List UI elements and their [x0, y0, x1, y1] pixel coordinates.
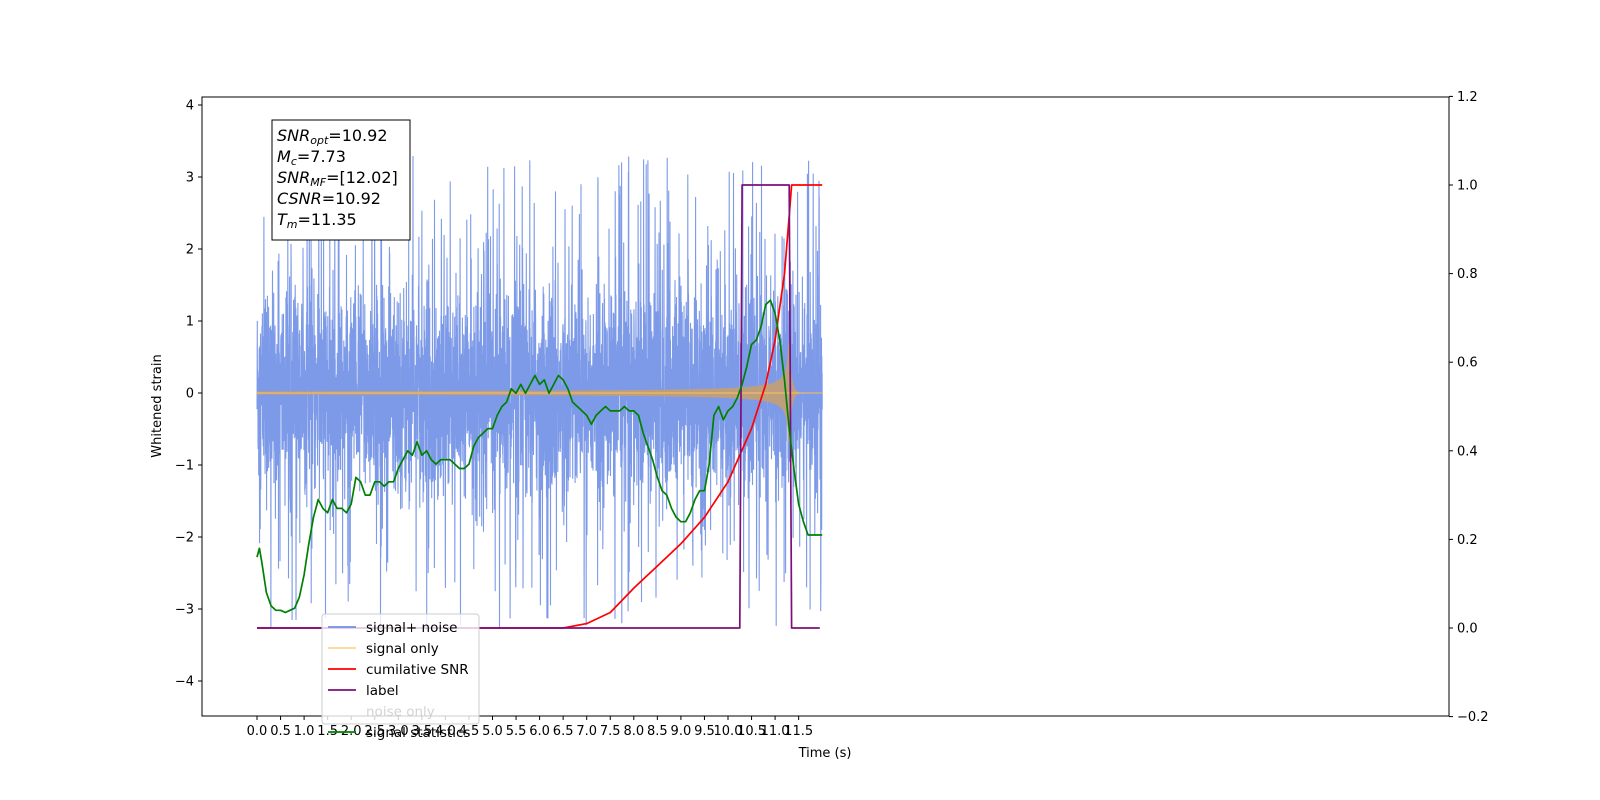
- y-tick-label: 0: [186, 387, 194, 402]
- x-tick-label: 0.0: [247, 724, 268, 739]
- x-tick-label: 9.0: [671, 724, 692, 739]
- y2-tick-label: 1.0: [1457, 179, 1478, 194]
- x-tick-label: 4.0: [435, 724, 456, 739]
- x-tick-label: 9.5: [694, 724, 715, 739]
- x-tick-label: 6.0: [529, 724, 550, 739]
- legend-frame: [321, 613, 480, 725]
- x-tick-label: 11.5: [784, 724, 813, 739]
- x-tick-label: 5.5: [506, 724, 527, 739]
- info-line: CSNR=10.92: [277, 189, 381, 208]
- y-tick-label: −4: [175, 675, 194, 690]
- legend-label: cumilative SNR: [366, 662, 469, 678]
- y-tick-label: 2: [186, 243, 194, 258]
- label-line: [257, 184, 820, 629]
- y-axis-label: Whitened strain: [150, 354, 165, 457]
- y-tick-label: 3: [186, 171, 194, 186]
- info-box: SNRopt=10.92Mc=7.73SNRMF=[12.02]CSNR=10.…: [271, 119, 411, 241]
- x-tick-label: 1.0: [294, 724, 315, 739]
- legend-label: signal statistics: [366, 725, 470, 741]
- y2-tick-label: 0.0: [1457, 622, 1478, 637]
- x-tick-label: 10.0: [714, 724, 743, 739]
- x-tick-label: 6.5: [553, 724, 574, 739]
- y2-tick-label: 0.4: [1457, 444, 1478, 459]
- x-tick-label: 11.0: [761, 724, 790, 739]
- y2-tick-label: 0.8: [1457, 267, 1478, 282]
- y2-tick-label: −0.2: [1457, 710, 1489, 725]
- info-box-lines: SNRopt=10.92Mc=7.73SNRMF=[12.02]CSNR=10.…: [277, 126, 398, 231]
- right-axis-series: [256, 184, 823, 629]
- signal-plus-noise-series: [256, 155, 823, 631]
- y-tick-label: −1: [175, 459, 194, 474]
- x-tick-label: 3.0: [388, 724, 409, 739]
- x-tick-label: 7.5: [600, 724, 621, 739]
- x-tick-label: 4.5: [459, 724, 480, 739]
- x-tick-label: 8.5: [647, 724, 668, 739]
- plot-area-frame: [201, 96, 1450, 717]
- legend-label-faded: noise only: [366, 704, 435, 720]
- x-tick-label: 5.0: [482, 724, 503, 739]
- y-tick-label: −2: [175, 531, 194, 546]
- y-tick-label: 4: [186, 99, 194, 114]
- y-tick-label: 1: [186, 315, 194, 330]
- signal-statistics-line: [256, 299, 823, 614]
- legend: signal+ noise signal only cumilative SNR la…: [321, 613, 480, 741]
- y-axis-ticks: 4 3 2 1 0 −1 −2 −3 −4: [175, 99, 202, 690]
- x-tick-label: 8.0: [623, 724, 644, 739]
- y-tick-label: −3: [175, 603, 194, 618]
- legend-items: signal+ noise signal only cumilative SNR la…: [328, 620, 470, 741]
- x-tick-label: 0.5: [270, 724, 291, 739]
- x-tick-label: 10.5: [737, 724, 766, 739]
- x-tick-label: 3.5: [412, 724, 433, 739]
- y2-tick-label: 0.2: [1457, 533, 1478, 548]
- x-axis-ticks: 0.0 0.5 1.0 1.5 2.0 2.5 3.0 3.5 4.0 4.5 5.0 5.5 6.0 6…: [247, 716, 813, 739]
- info-box-frame: [271, 119, 411, 241]
- info-line: Mc=7.73: [277, 147, 346, 168]
- info-line: SNRopt=10.92: [277, 126, 388, 147]
- legend-label: signal only: [366, 641, 439, 657]
- signal-only-series: [257, 342, 823, 444]
- info-line: Tm=11.35: [277, 210, 357, 231]
- x-axis-label: Time (s): [798, 746, 852, 761]
- x-tick-label: 2.5: [364, 724, 385, 739]
- x-tick-label: 1.5: [317, 724, 338, 739]
- legend-label: signal+ noise: [366, 620, 457, 636]
- y2-tick-label: 1.2: [1457, 90, 1478, 105]
- x-tick-label: 7.0: [576, 724, 597, 739]
- legend-label: label: [366, 683, 399, 699]
- signal-plus-noise-line: [256, 155, 823, 631]
- y2-axis-ticks: 1.2 1.0 0.8 0.6 0.4 0.2 0.0 −0.2: [1449, 90, 1489, 725]
- cumilative-snr-line: [257, 184, 823, 629]
- y2-tick-label: 0.6: [1457, 356, 1478, 371]
- info-line: SNRMF=[12.02]: [277, 168, 398, 189]
